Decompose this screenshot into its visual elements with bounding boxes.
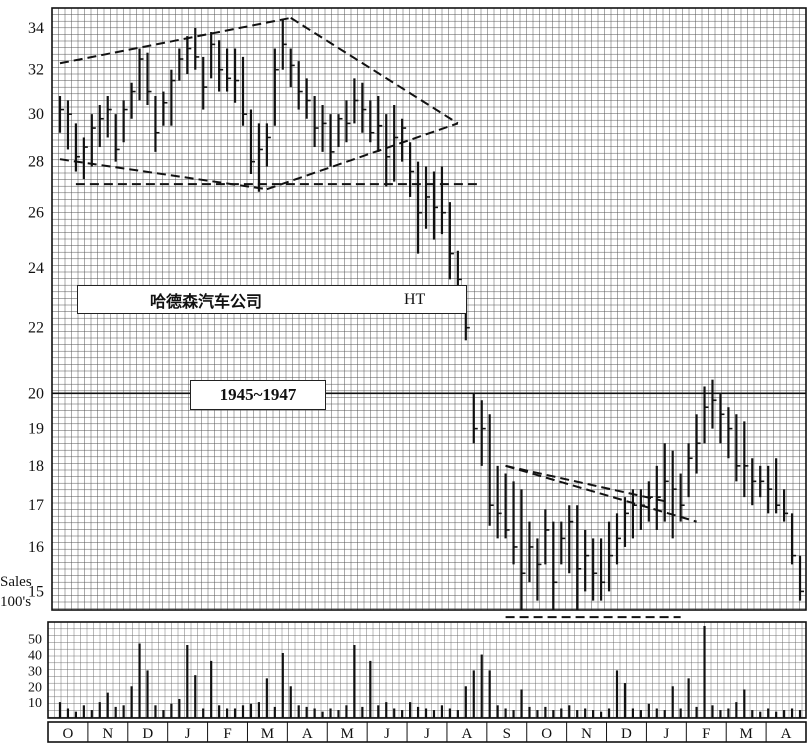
trendline xyxy=(291,18,458,123)
price-tick-label: 34 xyxy=(28,20,44,37)
month-label: O xyxy=(541,726,552,742)
price-tick-label: 32 xyxy=(28,62,44,79)
month-label: S xyxy=(503,726,511,742)
month-label: D xyxy=(621,726,632,742)
chart-title: 哈德森汽车公司 xyxy=(150,288,262,312)
grid-layer xyxy=(48,8,806,742)
ticker-label: HT xyxy=(404,291,425,309)
price-tick-label: 22 xyxy=(28,320,44,337)
period-label: 1945~1947 xyxy=(220,385,297,405)
volume-tick-label: 10 xyxy=(28,696,42,711)
volume-tick-label: 50 xyxy=(28,633,42,648)
chart-title-box: 哈德森汽车公司 HT xyxy=(77,285,467,314)
volume-tick-label: 20 xyxy=(28,680,42,695)
month-label: J xyxy=(663,726,669,742)
month-label: F xyxy=(223,726,231,742)
month-label: D xyxy=(142,726,153,742)
price-tick-label: 20 xyxy=(28,385,44,402)
price-tick-label: 18 xyxy=(28,458,44,475)
month-label: A xyxy=(781,726,792,742)
volume-axis-label-line2: 100's xyxy=(0,594,31,611)
price-tick-label: 28 xyxy=(28,154,44,171)
trendline xyxy=(506,466,697,522)
period-box: 1945~1947 xyxy=(190,380,326,410)
month-label: M xyxy=(341,726,354,742)
month-label: J xyxy=(185,726,191,742)
price-tick-label: 19 xyxy=(28,421,44,438)
price-tick-label: 26 xyxy=(28,205,44,222)
volume-bar-layer xyxy=(60,626,800,718)
month-label: M xyxy=(261,726,274,742)
month-label: A xyxy=(302,726,313,742)
month-label: N xyxy=(581,726,592,742)
month-label: F xyxy=(702,726,710,742)
month-label: J xyxy=(384,726,390,742)
price-tick-label: 30 xyxy=(28,106,44,123)
month-label: A xyxy=(461,726,472,742)
price-bar-layer xyxy=(60,20,804,610)
volume-tick-label: 30 xyxy=(28,664,42,679)
month-label: O xyxy=(63,726,74,742)
month-label: M xyxy=(739,726,752,742)
month-label: J xyxy=(424,726,430,742)
price-tick-label: 16 xyxy=(28,539,44,556)
price-tick-label: 24 xyxy=(28,260,44,277)
volume-tick-label: 40 xyxy=(28,649,42,664)
price-tick-label: 17 xyxy=(28,497,44,514)
month-label: N xyxy=(102,726,113,742)
volume-axis-label-line1: Sales xyxy=(0,574,32,591)
